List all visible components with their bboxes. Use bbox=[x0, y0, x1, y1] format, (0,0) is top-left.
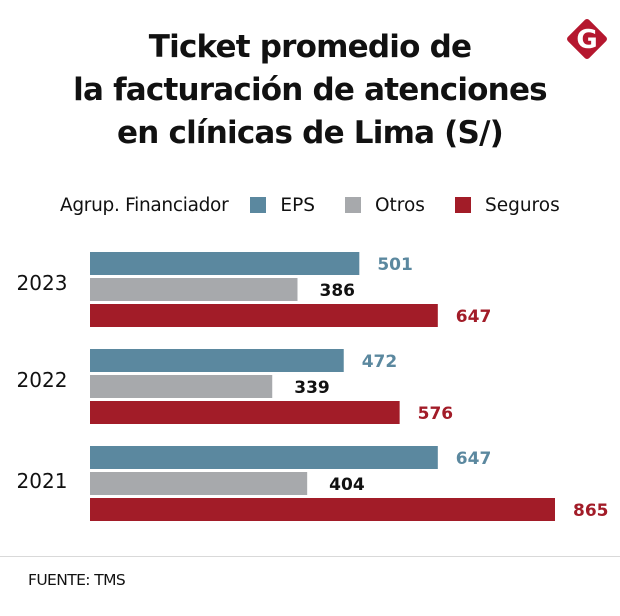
bar-seguros-2021 bbox=[90, 498, 555, 521]
chart-title: Ticket promedio de la facturación de ate… bbox=[0, 26, 620, 155]
category-label-2021: 2021 bbox=[17, 469, 68, 493]
category-label-2023: 2023 bbox=[17, 271, 68, 295]
footer-divider bbox=[0, 556, 620, 557]
legend-label-seguros: Seguros bbox=[484, 194, 560, 216]
title-line-1: Ticket promedio de bbox=[148, 29, 472, 65]
gestion-logo-icon: G bbox=[567, 19, 607, 59]
value-label-seguros-2023: 647 bbox=[456, 307, 492, 327]
legend: Agrup. Financiador EPS Otros Seguros bbox=[60, 192, 590, 218]
legend-title: Agrup. Financiador bbox=[60, 194, 229, 216]
bar-chart: 2023 501 386 647 2022 472 339 576 2021 647 404 865 bbox=[17, 252, 609, 521]
legend-swatch-otros bbox=[344, 197, 361, 213]
value-label-seguros-2021: 865 bbox=[573, 501, 609, 521]
bar-eps-2023 bbox=[90, 252, 360, 275]
value-label-eps-2022: 472 bbox=[362, 352, 398, 372]
logo-diamond bbox=[567, 19, 607, 59]
legend-label-eps: EPS bbox=[280, 194, 315, 216]
legend-swatch-seguros bbox=[454, 197, 471, 213]
value-label-otros-2022: 339 bbox=[294, 378, 330, 398]
legend-swatch-eps bbox=[250, 197, 267, 213]
value-label-eps-2023: 501 bbox=[377, 255, 413, 275]
logo-letter: G bbox=[576, 25, 597, 55]
source-note: FUENTE: TMS bbox=[28, 571, 126, 589]
category-label-2022: 2022 bbox=[17, 368, 68, 392]
bar-otros-2021 bbox=[90, 472, 308, 495]
legend-label-otros: Otros bbox=[374, 194, 425, 216]
bar-eps-2022 bbox=[90, 349, 344, 372]
bar-otros-2023 bbox=[90, 278, 298, 301]
bar-eps-2021 bbox=[90, 446, 438, 469]
value-label-otros-2021: 404 bbox=[329, 475, 365, 495]
title-line-3: en clínicas de Lima (S/) bbox=[117, 115, 504, 151]
value-label-seguros-2022: 576 bbox=[418, 404, 454, 424]
title-line-2: la facturación de atenciones bbox=[73, 72, 547, 108]
value-label-eps-2021: 647 bbox=[456, 449, 492, 469]
bar-seguros-2023 bbox=[90, 304, 438, 327]
bar-seguros-2022 bbox=[90, 401, 400, 424]
value-label-otros-2023: 386 bbox=[320, 281, 356, 301]
bar-otros-2022 bbox=[90, 375, 273, 398]
